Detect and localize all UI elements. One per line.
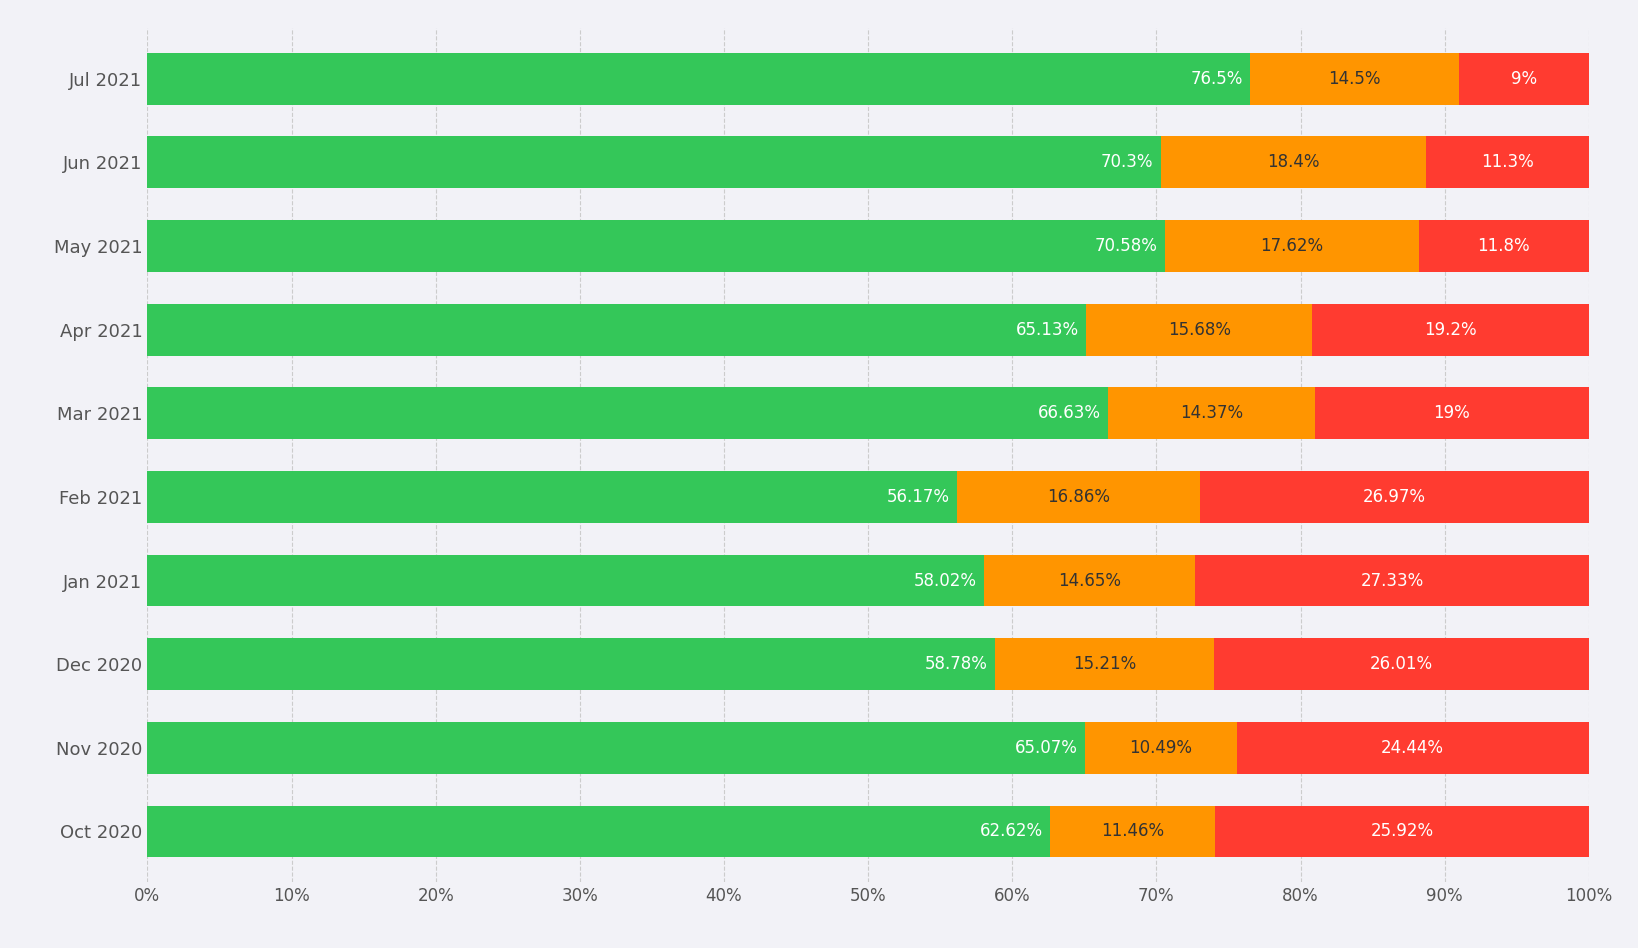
Text: 70.3%: 70.3% (1101, 154, 1153, 172)
Bar (147, 303, 1086, 356)
Bar (147, 137, 1161, 189)
Text: 10.49%: 10.49% (1130, 738, 1192, 757)
Bar (147, 388, 1107, 439)
Bar (1086, 721, 1237, 774)
Bar (1419, 220, 1589, 272)
Bar (984, 555, 1194, 607)
Bar (1237, 721, 1589, 774)
Text: 11.3%: 11.3% (1481, 154, 1533, 172)
Bar (1161, 137, 1427, 189)
Text: 70.58%: 70.58% (1094, 237, 1158, 255)
Bar (147, 638, 994, 690)
Text: 15.21%: 15.21% (1073, 655, 1135, 673)
Bar (994, 638, 1214, 690)
Bar (147, 806, 1050, 857)
Text: 66.63%: 66.63% (1037, 404, 1101, 422)
Text: 25.92%: 25.92% (1371, 823, 1433, 841)
Text: 76.5%: 76.5% (1191, 69, 1243, 87)
Text: 19%: 19% (1433, 404, 1471, 422)
Bar (957, 471, 1201, 522)
Bar (1165, 220, 1419, 272)
Bar (147, 471, 957, 522)
Text: 14.5%: 14.5% (1328, 69, 1381, 87)
Text: 14.65%: 14.65% (1058, 572, 1120, 590)
Text: 9%: 9% (1510, 69, 1536, 87)
Text: 65.13%: 65.13% (1016, 320, 1079, 338)
Bar (1194, 555, 1589, 607)
Bar (147, 53, 1250, 104)
Bar (1427, 137, 1589, 189)
Text: 26.97%: 26.97% (1363, 488, 1427, 506)
Bar (147, 555, 984, 607)
Bar (147, 721, 1086, 774)
Text: 16.86%: 16.86% (1047, 488, 1111, 506)
Bar (1215, 806, 1589, 857)
Bar (1214, 638, 1589, 690)
Bar (1086, 303, 1312, 356)
Bar (1050, 806, 1215, 857)
Text: 18.4%: 18.4% (1268, 154, 1320, 172)
Bar (1107, 388, 1315, 439)
Bar (147, 220, 1165, 272)
Text: 62.62%: 62.62% (980, 823, 1043, 841)
Text: 58.02%: 58.02% (914, 572, 976, 590)
Text: 24.44%: 24.44% (1381, 738, 1445, 757)
Text: 11.8%: 11.8% (1477, 237, 1530, 255)
Text: 26.01%: 26.01% (1369, 655, 1433, 673)
Text: 14.37%: 14.37% (1179, 404, 1243, 422)
Bar (1315, 388, 1589, 439)
Text: 56.17%: 56.17% (886, 488, 950, 506)
Bar (1459, 53, 1589, 104)
Text: 58.78%: 58.78% (924, 655, 988, 673)
Text: 27.33%: 27.33% (1360, 572, 1423, 590)
Text: 65.07%: 65.07% (1016, 738, 1078, 757)
Text: 15.68%: 15.68% (1168, 320, 1230, 338)
Text: 19.2%: 19.2% (1425, 320, 1477, 338)
Bar (1312, 303, 1589, 356)
Bar (1250, 53, 1459, 104)
Text: 17.62%: 17.62% (1260, 237, 1324, 255)
Bar (1201, 471, 1589, 522)
Text: 11.46%: 11.46% (1101, 823, 1165, 841)
